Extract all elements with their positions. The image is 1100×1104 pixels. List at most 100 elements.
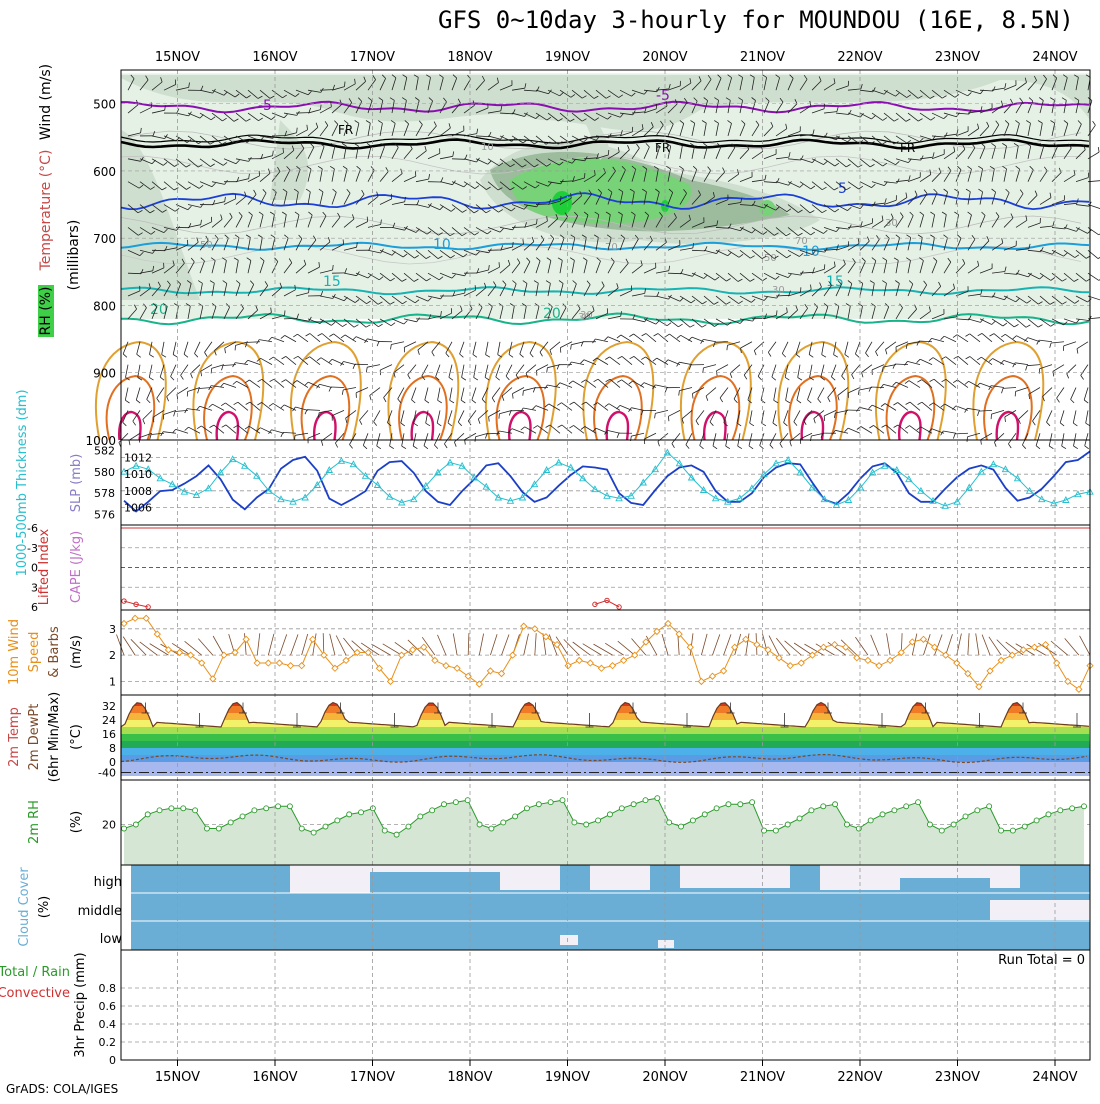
ytick-pressure: 900 xyxy=(93,367,116,381)
date-label-top: 22NOV xyxy=(837,50,882,65)
date-label-top: 21NOV xyxy=(740,50,785,65)
rh2m-point xyxy=(122,826,127,831)
contour-label: FR xyxy=(655,141,670,155)
cloud-gap-high xyxy=(900,865,990,878)
contour-label: FR xyxy=(900,141,915,155)
temp-band xyxy=(121,748,1090,755)
cloud-gap-high xyxy=(290,865,370,893)
rh2m-point xyxy=(264,806,269,811)
rh2m-point xyxy=(287,804,292,809)
ytick-wind: 3 xyxy=(109,623,116,636)
rh-area-dry xyxy=(121,319,1090,440)
rh2m-point xyxy=(892,808,897,813)
rh2m-point xyxy=(584,822,589,827)
rh2m-point xyxy=(524,806,529,811)
rh2m-point xyxy=(216,826,221,831)
wind-barb-flag xyxy=(259,171,260,176)
temp-band xyxy=(121,727,1090,734)
contour-label: 10 xyxy=(481,142,494,153)
rh2m-point xyxy=(359,810,364,815)
date-label-top: 16NOV xyxy=(252,50,297,65)
ytick-precip: 0.6 xyxy=(99,1000,117,1013)
cloud-gap-low xyxy=(658,940,674,948)
wind-barb-flag xyxy=(309,288,310,293)
rh2m-point xyxy=(382,828,387,833)
date-label-bottom: 21NOV xyxy=(740,1070,785,1085)
ytick-precip: 0.4 xyxy=(99,1018,117,1031)
cloud-gap-middle xyxy=(990,900,1090,920)
ylabel-cloud-units: (%) xyxy=(37,896,52,919)
ytick-precip: 0.8 xyxy=(99,982,117,995)
rh2m-point xyxy=(951,822,956,827)
rh2m-point xyxy=(536,802,541,807)
rh2m-point xyxy=(927,822,932,827)
ylabel-millibars: (millibars) xyxy=(66,220,82,291)
date-label-top: 18NOV xyxy=(447,50,492,65)
rh2m-point xyxy=(145,812,150,817)
wind-barb xyxy=(668,273,681,274)
rh2m-point xyxy=(465,798,470,803)
temp-band xyxy=(121,762,1090,776)
date-label-bottom: 16NOV xyxy=(252,1070,297,1085)
ylabel-convective: Convective xyxy=(0,986,70,1001)
contour-label: 30 xyxy=(578,312,591,323)
contour-label: 15 xyxy=(323,274,341,290)
rh2m-point xyxy=(240,814,245,819)
ylabel-cape: CAPE (J/kg) xyxy=(69,531,84,603)
rh2m-point xyxy=(679,824,684,829)
panel-bg xyxy=(121,440,1090,525)
rh2m-point xyxy=(856,826,861,831)
rh2m-point xyxy=(999,828,1004,833)
wind-barb xyxy=(452,159,465,160)
contour-label: 30 xyxy=(772,285,785,296)
cloud-gap-high xyxy=(990,865,1020,888)
rh2m-point xyxy=(1058,808,1063,813)
rh2m-point xyxy=(193,808,198,813)
ylabel-rh: RH (%) xyxy=(38,287,54,336)
cloud-gap-high xyxy=(590,865,650,890)
rh-area-bright xyxy=(759,200,775,216)
rh2m-point xyxy=(963,814,968,819)
wind-barb-flag xyxy=(499,414,500,419)
rh2m-point xyxy=(572,820,577,825)
date-label-bottom: 18NOV xyxy=(447,1070,492,1085)
rh2m-point xyxy=(702,812,707,817)
panel-bg xyxy=(121,950,1090,1060)
ytick-slp: 1006 xyxy=(124,502,152,515)
cloud-gap-high xyxy=(680,865,790,888)
ylabel-2m-temp: 2m Temp xyxy=(7,707,22,767)
rh2m-point xyxy=(477,822,482,827)
rh2m-point xyxy=(276,804,281,809)
rh2m-point xyxy=(430,808,435,813)
rh2m-point xyxy=(560,798,565,803)
ytick-pressure: 500 xyxy=(93,98,116,112)
ylabel-wind: Wind (m/s) xyxy=(38,64,54,140)
rh2m-point xyxy=(726,802,731,807)
date-label-top: 23NOV xyxy=(935,50,980,65)
rh2m-point xyxy=(1082,804,1087,809)
rh2m-point xyxy=(489,826,494,831)
wind-barb-flag xyxy=(561,196,562,201)
rh2m-point xyxy=(548,800,553,805)
ylabel-barbs: & Barbs xyxy=(47,626,62,678)
rh2m-point xyxy=(347,812,352,817)
rh2m-point xyxy=(252,808,257,813)
wind-barb-flag xyxy=(499,262,500,267)
rh2m-point xyxy=(738,802,743,807)
page-title: GFS 0~10day 3-hourly for MOUNDOU (16E, 8… xyxy=(438,6,1074,34)
wind-barb-flag xyxy=(1093,121,1096,125)
ylabel-wind-units: (m/s) xyxy=(69,635,84,669)
wind-barb-flag xyxy=(668,416,669,421)
date-label-bottom: 15NOV xyxy=(155,1070,200,1085)
rh2m-point xyxy=(655,796,660,801)
rh2m-point xyxy=(833,802,838,807)
ytick-rh: 20 xyxy=(102,819,116,832)
wind-barb-flag xyxy=(343,239,344,244)
rh2m-point xyxy=(868,818,873,823)
wind-barb-flag xyxy=(345,82,346,87)
rh2m-point xyxy=(797,816,802,821)
rh2m-point xyxy=(453,800,458,805)
ytick-pressure: 800 xyxy=(93,299,116,313)
wind-barb-flag xyxy=(777,310,778,315)
contour-label: -5 xyxy=(656,88,670,104)
